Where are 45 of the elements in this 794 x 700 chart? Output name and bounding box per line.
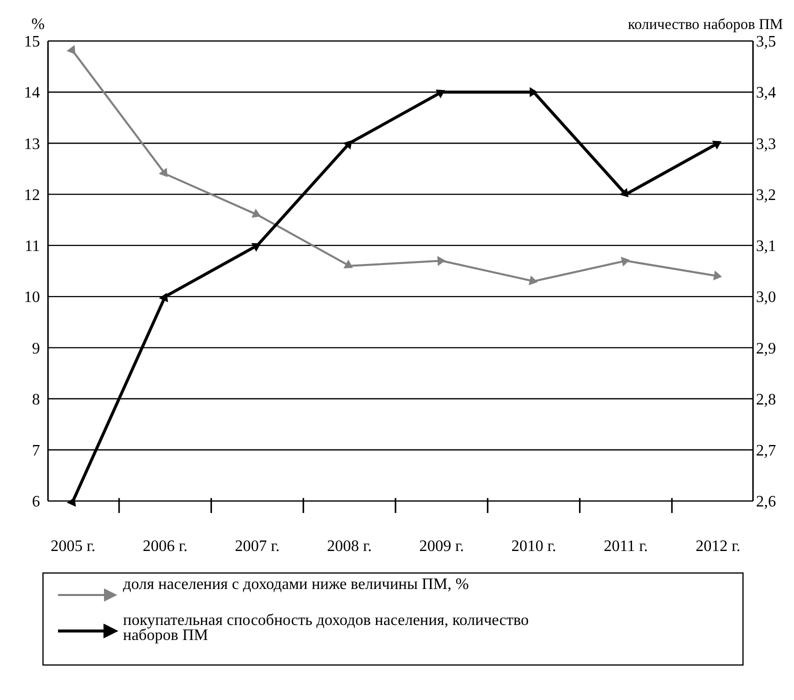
point: [712, 140, 722, 150]
legend-label: покупательная способность доходов населения, количество наборов ПМ: [123, 612, 529, 644]
y2-tick-label: 2,9: [756, 340, 776, 358]
y2-tick-label: 3,3: [756, 136, 776, 153]
y-axis-title: %: [31, 16, 45, 33]
x-tick-label: 2007 г.: [234, 538, 280, 555]
y-tick-label: 13: [24, 136, 40, 153]
y2-tick-label: 2,7: [756, 442, 776, 460]
y2-tick-label: 2,6: [756, 494, 776, 511]
point: [343, 140, 352, 150]
point: [158, 292, 168, 302]
point: [437, 256, 446, 266]
x-tick-label: 2005 г.: [50, 538, 96, 555]
x-tick-label: 2011 г.: [604, 538, 648, 555]
y2-tick-label: 3,0: [756, 289, 776, 306]
y-tick-label: 10: [24, 289, 40, 306]
x-tick-label: 2006 г.: [142, 538, 188, 555]
y2-axis-title: количество наборов ПМ: [628, 17, 783, 33]
point: [713, 270, 722, 280]
y-tick-label: 8: [32, 391, 40, 408]
legend-label: доля населения с доходами ниже величины ПМ, %: [123, 576, 469, 593]
y-tick-label: 9: [32, 340, 40, 358]
x-tick-label: 2010 г.: [511, 538, 556, 555]
y-tick-label: 14: [24, 84, 40, 102]
point: [252, 208, 261, 218]
x-tick-label: 2009 г.: [419, 538, 464, 555]
point: [528, 275, 538, 286]
point: [344, 260, 353, 268]
y-tick-label: 11: [24, 238, 40, 256]
point: [66, 45, 76, 54]
point: [66, 497, 76, 507]
x-tick-label: 2012 г.: [696, 538, 740, 555]
point: [436, 90, 446, 98]
y2-tick-label: 2,8: [756, 391, 776, 408]
point: [158, 168, 168, 178]
y-tick-label: 12: [24, 186, 40, 204]
y-tick-label: 15: [24, 34, 40, 51]
y2-tick-label: 3,5: [756, 34, 776, 51]
y-tick-label: 7: [32, 442, 40, 460]
x-tick-label: 2008 г.: [327, 538, 372, 555]
y2-tick-label: 3,2: [756, 186, 776, 204]
y-tick-label: 6: [32, 494, 40, 511]
point: [251, 243, 261, 252]
y2-tick-label: 3,4: [756, 84, 776, 102]
y2-tick-label: 3,1: [756, 238, 776, 256]
